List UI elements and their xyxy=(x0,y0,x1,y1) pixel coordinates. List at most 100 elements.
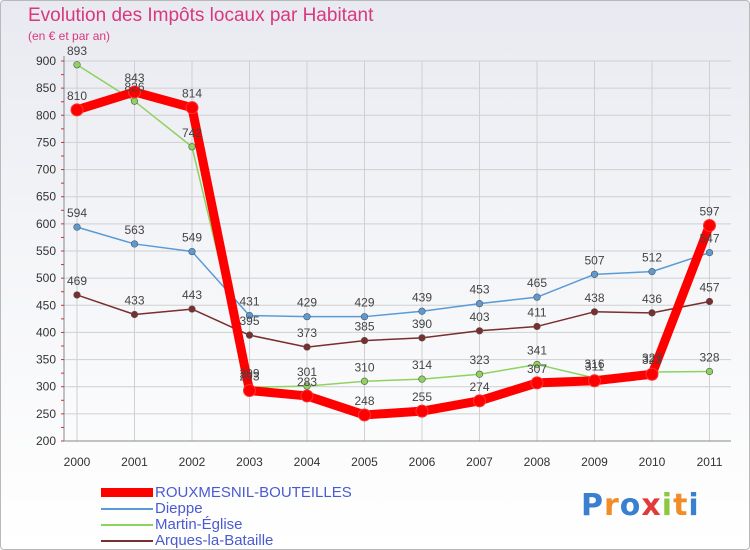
data-label: 314 xyxy=(412,358,432,372)
y-tick-label: 400 xyxy=(36,325,56,339)
data-label: 433 xyxy=(124,294,144,308)
logo-letter: o xyxy=(619,488,642,523)
logo-letter: P xyxy=(581,488,604,523)
x-tick-label: 2001 xyxy=(121,455,148,469)
data-point xyxy=(415,404,429,418)
data-point xyxy=(645,367,659,381)
data-label: 563 xyxy=(124,223,144,237)
data-point xyxy=(705,297,714,306)
y-tick-label: 900 xyxy=(36,54,56,68)
data-point xyxy=(185,101,199,115)
data-label: 316 xyxy=(584,357,604,371)
series-line xyxy=(76,294,711,348)
data-label: 323 xyxy=(469,353,489,367)
data-point xyxy=(73,61,81,69)
x-tick-label: 2003 xyxy=(236,455,263,469)
data-point xyxy=(70,103,84,117)
data-label: 594 xyxy=(67,206,87,220)
y-tick-label: 500 xyxy=(36,271,56,285)
x-tick-label: 2004 xyxy=(294,455,321,469)
data-point xyxy=(533,360,541,369)
data-label: 390 xyxy=(412,317,432,331)
data-label: 742 xyxy=(182,126,202,140)
y-tick-label: 600 xyxy=(36,217,56,231)
data-label: 293 xyxy=(239,370,259,384)
data-label: 403 xyxy=(469,310,489,324)
data-label: 436 xyxy=(642,292,662,306)
legend-label: Dieppe xyxy=(155,500,203,517)
data-point xyxy=(360,336,369,345)
series-line xyxy=(76,226,711,318)
x-tick-label: 2005 xyxy=(351,455,378,469)
data-label: 323 xyxy=(642,353,662,367)
data-label: 893 xyxy=(67,44,87,58)
data-point xyxy=(73,291,81,299)
y-tick-label: 350 xyxy=(36,353,56,367)
y-tick-label: 750 xyxy=(36,135,56,149)
chart-subtitle: (en € et par an) xyxy=(28,29,111,43)
data-point xyxy=(303,313,311,321)
x-tick-label: 2006 xyxy=(409,455,436,469)
data-point xyxy=(648,309,656,317)
data-label: 385 xyxy=(354,320,374,334)
data-point xyxy=(188,247,196,256)
data-point xyxy=(130,240,139,248)
data-point xyxy=(473,394,486,408)
data-point xyxy=(475,300,484,308)
data-point xyxy=(303,343,311,351)
data-label: 328 xyxy=(699,351,719,365)
data-point xyxy=(588,374,601,388)
data-label: 341 xyxy=(527,343,547,357)
x-tick-label: 2007 xyxy=(466,455,493,469)
y-tick-label: 650 xyxy=(36,190,56,204)
data-label: 274 xyxy=(469,380,489,394)
chart-title: Evolution des Impôts locaux par Habitant xyxy=(28,5,374,26)
y-tick-label: 800 xyxy=(36,108,56,122)
data-label: 411 xyxy=(527,305,546,319)
series-rouxmesnil-bouteilles xyxy=(70,85,716,422)
data-point xyxy=(130,310,139,319)
data-point xyxy=(245,331,254,339)
data-label: 310 xyxy=(354,360,374,374)
data-point xyxy=(648,268,656,276)
data-point xyxy=(130,97,139,105)
data-point xyxy=(590,270,599,278)
y-tick-label: 850 xyxy=(36,81,56,95)
data-point xyxy=(475,327,484,335)
data-point xyxy=(360,313,369,321)
legend-label: ROUXMESNIL-BOUTEILLES xyxy=(155,484,352,501)
x-tick-label: 2000 xyxy=(64,455,91,469)
data-point xyxy=(590,308,599,316)
data-label: 248 xyxy=(354,394,374,408)
logo-letter: r xyxy=(604,488,620,523)
series-line xyxy=(72,87,714,420)
legend-swatch xyxy=(101,540,153,542)
data-label: 469 xyxy=(67,274,87,288)
data-label: 299 xyxy=(239,366,259,380)
data-point xyxy=(418,375,426,383)
proxiti-logo: Proxiti xyxy=(581,488,700,523)
data-label: 507 xyxy=(584,253,604,267)
data-point xyxy=(703,218,716,232)
data-label: 311 xyxy=(585,360,604,374)
data-point xyxy=(705,249,714,257)
data-label: 255 xyxy=(412,390,432,404)
data-label: 439 xyxy=(412,290,432,304)
data-label: 814 xyxy=(182,87,202,101)
data-point xyxy=(358,408,371,422)
data-label: 810 xyxy=(67,89,87,103)
data-label: 438 xyxy=(584,291,604,305)
data-point xyxy=(418,334,426,342)
x-tick-label: 2002 xyxy=(179,455,206,469)
series-arques-la-bataille xyxy=(73,291,714,351)
data-point xyxy=(73,223,81,231)
data-point xyxy=(128,85,141,99)
data-label: 453 xyxy=(469,283,489,297)
logo-letter: t xyxy=(673,488,689,523)
data-point xyxy=(705,367,714,376)
series-dieppe xyxy=(73,223,714,321)
data-label: 301 xyxy=(297,365,317,379)
data-label: 395 xyxy=(239,314,259,328)
data-label: 512 xyxy=(642,251,662,265)
